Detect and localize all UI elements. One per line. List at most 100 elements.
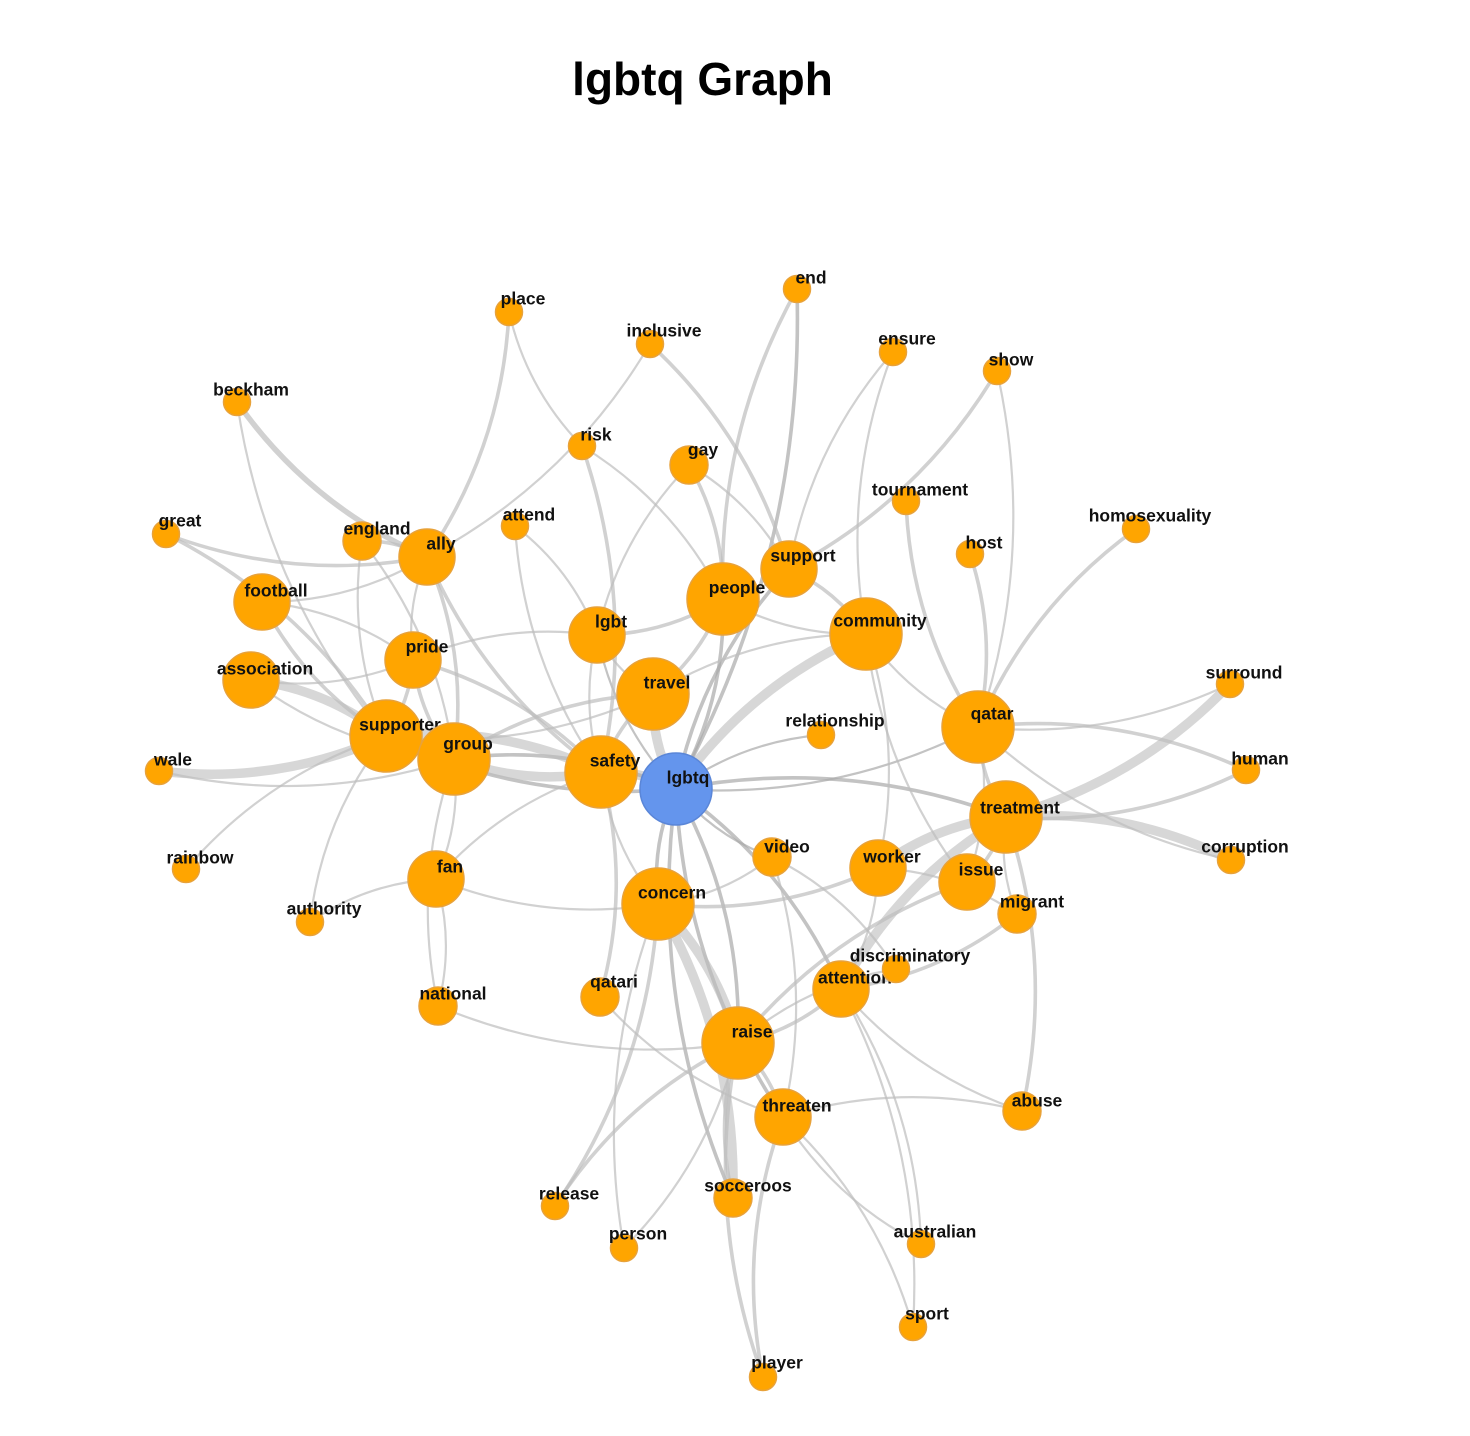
node-lgbt[interactable]: lgbt — [568, 606, 627, 664]
node-circle-video[interactable] — [752, 837, 792, 877]
node-australian[interactable]: australian — [894, 1222, 977, 1259]
node-circle-football[interactable] — [233, 573, 291, 631]
node-football[interactable]: football — [233, 573, 308, 631]
node-attend[interactable]: attend — [500, 505, 556, 541]
node-worker[interactable]: worker — [849, 839, 921, 897]
node-circle-human[interactable] — [1231, 755, 1261, 785]
node-migrant[interactable]: migrant — [997, 892, 1064, 934]
node-circle-issue[interactable] — [938, 853, 996, 911]
node-circle-sport[interactable] — [898, 1312, 928, 1342]
node-people[interactable]: people — [686, 562, 765, 636]
node-circle-beckham[interactable] — [222, 387, 252, 417]
node-circle-great[interactable] — [151, 519, 181, 549]
node-circle-worker[interactable] — [849, 839, 907, 897]
node-circle-threaten[interactable] — [754, 1088, 812, 1146]
node-circle-lgbt[interactable] — [568, 606, 626, 664]
node-release[interactable]: release — [539, 1184, 600, 1221]
node-discriminatory[interactable]: discriminatory — [850, 946, 971, 984]
node-circle-player[interactable] — [748, 1362, 778, 1392]
node-circle-release[interactable] — [540, 1191, 570, 1221]
node-abuse[interactable]: abuse — [1002, 1091, 1063, 1131]
node-circle-qatari[interactable] — [580, 977, 620, 1017]
node-fan[interactable]: fan — [407, 850, 465, 908]
node-ensure[interactable]: ensure — [878, 329, 936, 367]
node-socceroos[interactable]: socceroos — [704, 1176, 792, 1218]
node-sport[interactable]: sport — [898, 1304, 950, 1342]
node-circle-place[interactable] — [494, 297, 524, 327]
node-circle-association[interactable] — [222, 651, 280, 709]
node-circle-end[interactable] — [782, 274, 812, 304]
node-host[interactable]: host — [955, 533, 1003, 569]
node-gay[interactable]: gay — [669, 440, 718, 485]
node-circle-rainbow[interactable] — [171, 854, 201, 884]
node-circle-australian[interactable] — [906, 1229, 936, 1259]
node-association[interactable]: association — [217, 651, 313, 709]
node-great[interactable]: great — [151, 511, 202, 549]
node-group[interactable]: group — [417, 722, 493, 796]
node-circle-surround[interactable] — [1215, 669, 1245, 699]
node-circle-pride[interactable] — [384, 631, 442, 689]
node-risk[interactable]: risk — [567, 425, 612, 461]
node-circle-tournament[interactable] — [891, 486, 921, 516]
node-circle-socceroos[interactable] — [713, 1178, 753, 1218]
node-qatari[interactable]: qatari — [580, 972, 638, 1017]
node-human[interactable]: human — [1231, 749, 1289, 785]
node-ally[interactable]: ally — [398, 528, 456, 586]
node-circle-community[interactable] — [829, 597, 903, 671]
node-england[interactable]: england — [342, 519, 411, 561]
node-circle-ensure[interactable] — [878, 337, 908, 367]
node-safety[interactable]: safety — [564, 735, 641, 809]
node-circle-safety[interactable] — [564, 735, 638, 809]
node-authority[interactable]: authority — [287, 899, 362, 937]
node-circle-host[interactable] — [955, 539, 985, 569]
node-support[interactable]: support — [760, 540, 836, 598]
node-rainbow[interactable]: rainbow — [166, 848, 234, 884]
node-circle-risk[interactable] — [567, 431, 597, 461]
node-circle-person[interactable] — [609, 1233, 639, 1263]
node-lgbtq[interactable]: lgbtq — [639, 752, 713, 826]
node-concern[interactable]: concern — [621, 867, 706, 941]
node-circle-support[interactable] — [760, 540, 818, 598]
node-circle-ally[interactable] — [398, 528, 456, 586]
node-circle-group[interactable] — [417, 722, 491, 796]
node-circle-qatar[interactable] — [941, 690, 1015, 764]
node-beckham[interactable]: beckham — [213, 380, 289, 417]
node-circle-attention[interactable] — [812, 960, 870, 1018]
node-circle-england[interactable] — [342, 521, 382, 561]
node-corruption[interactable]: corruption — [1201, 837, 1289, 875]
node-circle-raise[interactable] — [701, 1006, 775, 1080]
node-tournament[interactable]: tournament — [872, 480, 968, 516]
node-issue[interactable]: issue — [938, 853, 1004, 911]
node-video[interactable]: video — [752, 837, 810, 877]
node-circle-migrant[interactable] — [997, 894, 1037, 934]
node-circle-wale[interactable] — [144, 756, 174, 786]
node-circle-relationship[interactable] — [806, 720, 836, 750]
node-circle-authority[interactable] — [295, 907, 325, 937]
node-pride[interactable]: pride — [384, 631, 449, 689]
node-circle-attend[interactable] — [500, 511, 530, 541]
node-community[interactable]: community — [829, 597, 927, 671]
node-circle-national[interactable] — [418, 986, 458, 1026]
node-travel[interactable]: travel — [616, 657, 690, 731]
node-circle-lgbtq[interactable] — [639, 752, 713, 826]
node-circle-concern[interactable] — [621, 867, 695, 941]
node-circle-homosexuality[interactable] — [1121, 514, 1151, 544]
node-person[interactable]: person — [609, 1224, 667, 1263]
node-circle-treatment[interactable] — [969, 780, 1043, 854]
node-threaten[interactable]: threaten — [754, 1088, 832, 1146]
node-supporter[interactable]: supporter — [349, 699, 441, 773]
node-circle-show[interactable] — [982, 356, 1012, 386]
node-place[interactable]: place — [494, 289, 546, 327]
node-circle-gay[interactable] — [669, 445, 709, 485]
node-raise[interactable]: raise — [701, 1006, 775, 1080]
node-treatment[interactable]: treatment — [969, 780, 1060, 854]
node-circle-discriminatory[interactable] — [881, 954, 911, 984]
node-circle-inclusive[interactable] — [635, 329, 665, 359]
node-circle-travel[interactable] — [616, 657, 690, 731]
node-attention[interactable]: attention — [812, 960, 892, 1018]
node-circle-abuse[interactable] — [1002, 1091, 1042, 1131]
node-qatar[interactable]: qatar — [941, 690, 1015, 764]
node-circle-people[interactable] — [686, 562, 760, 636]
node-end[interactable]: end — [782, 268, 827, 304]
node-circle-corruption[interactable] — [1216, 845, 1246, 875]
